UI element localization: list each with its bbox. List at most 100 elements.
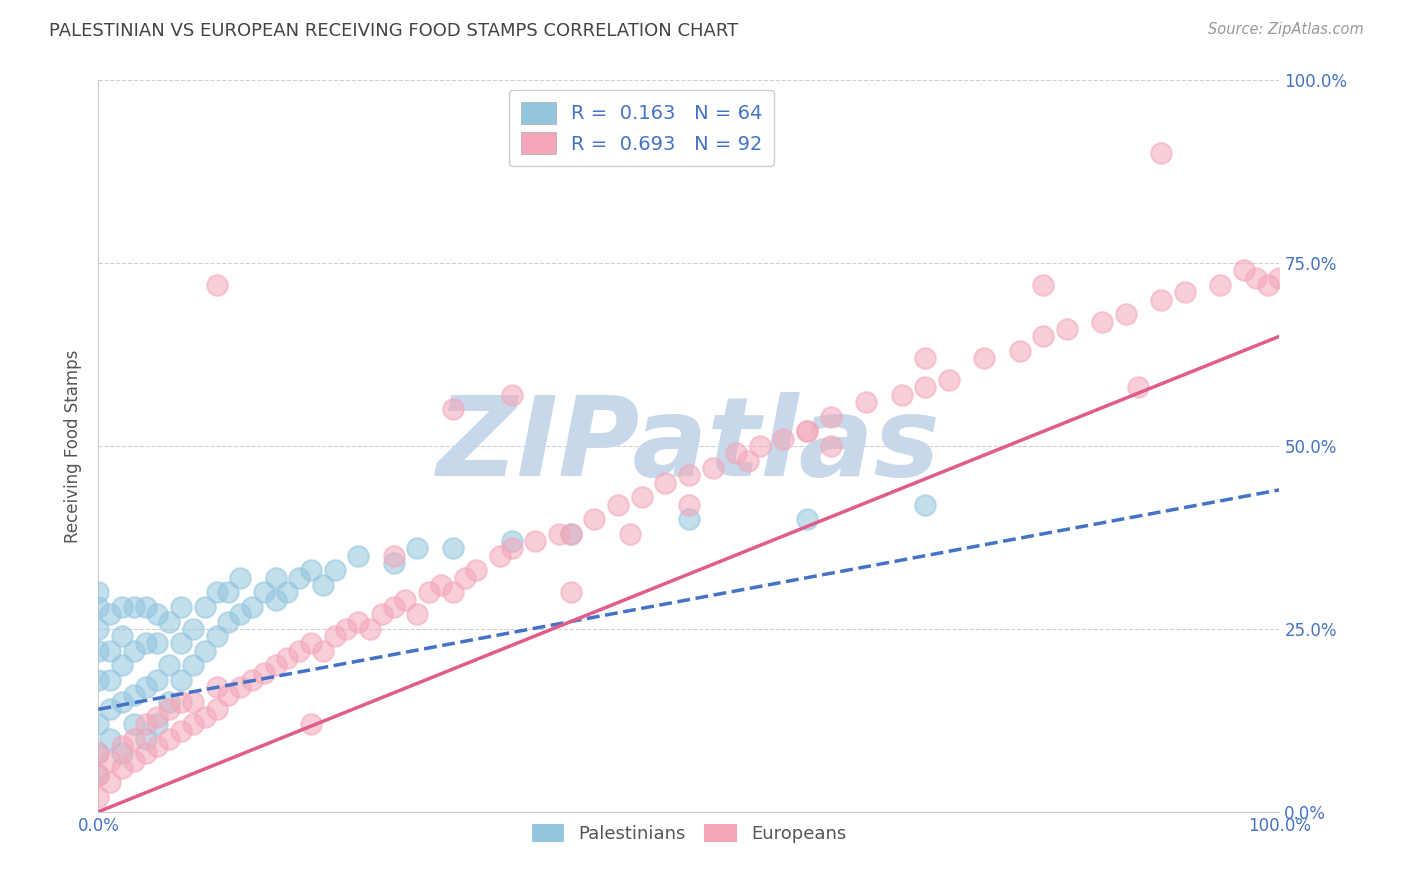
Point bbox=[98, 775, 121, 789]
Point bbox=[1150, 146, 1173, 161]
Point bbox=[654, 475, 676, 490]
Point bbox=[205, 585, 228, 599]
Point bbox=[181, 658, 204, 673]
Point bbox=[1091, 315, 1114, 329]
Point bbox=[288, 644, 311, 658]
Point bbox=[347, 615, 370, 629]
Point bbox=[678, 468, 700, 483]
Point bbox=[146, 709, 169, 723]
Point bbox=[181, 717, 204, 731]
Point bbox=[87, 768, 110, 782]
Point bbox=[441, 585, 464, 599]
Point bbox=[157, 731, 180, 746]
Point bbox=[820, 439, 842, 453]
Point bbox=[702, 461, 724, 475]
Point bbox=[194, 709, 217, 723]
Text: ZIPatlas: ZIPatlas bbox=[437, 392, 941, 500]
Point bbox=[240, 599, 263, 614]
Point bbox=[205, 629, 228, 643]
Point bbox=[122, 644, 145, 658]
Point bbox=[98, 731, 121, 746]
Point bbox=[441, 402, 464, 417]
Point bbox=[489, 549, 512, 563]
Point bbox=[98, 702, 121, 716]
Point bbox=[87, 644, 110, 658]
Point bbox=[1209, 278, 1232, 293]
Point bbox=[914, 498, 936, 512]
Point bbox=[111, 761, 134, 775]
Point bbox=[619, 526, 641, 541]
Point bbox=[111, 695, 134, 709]
Point bbox=[98, 673, 121, 687]
Point bbox=[98, 644, 121, 658]
Point bbox=[157, 615, 180, 629]
Point bbox=[548, 526, 571, 541]
Point bbox=[501, 388, 523, 402]
Point bbox=[264, 571, 287, 585]
Point bbox=[299, 717, 322, 731]
Point bbox=[890, 388, 912, 402]
Point bbox=[87, 746, 110, 760]
Point bbox=[194, 644, 217, 658]
Point bbox=[146, 673, 169, 687]
Point bbox=[607, 498, 630, 512]
Point bbox=[382, 549, 405, 563]
Point bbox=[441, 541, 464, 556]
Point bbox=[406, 607, 429, 622]
Point bbox=[205, 278, 228, 293]
Point bbox=[323, 629, 346, 643]
Point bbox=[229, 681, 252, 695]
Point bbox=[87, 599, 110, 614]
Point bbox=[560, 585, 582, 599]
Point bbox=[359, 622, 381, 636]
Point bbox=[87, 717, 110, 731]
Point bbox=[430, 578, 453, 592]
Point bbox=[796, 425, 818, 439]
Point bbox=[87, 790, 110, 805]
Point bbox=[524, 534, 547, 549]
Point bbox=[205, 702, 228, 716]
Point bbox=[394, 592, 416, 607]
Point bbox=[453, 571, 475, 585]
Point bbox=[157, 702, 180, 716]
Point bbox=[135, 599, 157, 614]
Point bbox=[299, 636, 322, 650]
Point bbox=[276, 651, 298, 665]
Point bbox=[725, 446, 748, 460]
Point bbox=[87, 768, 110, 782]
Point bbox=[87, 622, 110, 636]
Point bbox=[737, 453, 759, 467]
Point bbox=[973, 351, 995, 366]
Point bbox=[87, 585, 110, 599]
Point bbox=[194, 599, 217, 614]
Point bbox=[335, 622, 357, 636]
Point bbox=[406, 541, 429, 556]
Point bbox=[371, 607, 394, 622]
Point bbox=[253, 585, 276, 599]
Point bbox=[382, 599, 405, 614]
Point bbox=[820, 409, 842, 424]
Legend: Palestinians, Europeans: Palestinians, Europeans bbox=[524, 816, 853, 850]
Point bbox=[914, 380, 936, 394]
Point bbox=[122, 717, 145, 731]
Point bbox=[382, 556, 405, 570]
Point bbox=[135, 717, 157, 731]
Point bbox=[240, 673, 263, 687]
Point bbox=[1244, 270, 1267, 285]
Point bbox=[146, 636, 169, 650]
Point bbox=[501, 534, 523, 549]
Point bbox=[122, 731, 145, 746]
Point bbox=[170, 724, 193, 739]
Point bbox=[181, 622, 204, 636]
Text: PALESTINIAN VS EUROPEAN RECEIVING FOOD STAMPS CORRELATION CHART: PALESTINIAN VS EUROPEAN RECEIVING FOOD S… bbox=[49, 22, 738, 40]
Point bbox=[146, 607, 169, 622]
Point bbox=[347, 549, 370, 563]
Point bbox=[772, 432, 794, 446]
Point bbox=[229, 607, 252, 622]
Point bbox=[276, 585, 298, 599]
Point bbox=[264, 658, 287, 673]
Point bbox=[146, 717, 169, 731]
Point bbox=[170, 695, 193, 709]
Point bbox=[253, 665, 276, 680]
Point bbox=[418, 585, 440, 599]
